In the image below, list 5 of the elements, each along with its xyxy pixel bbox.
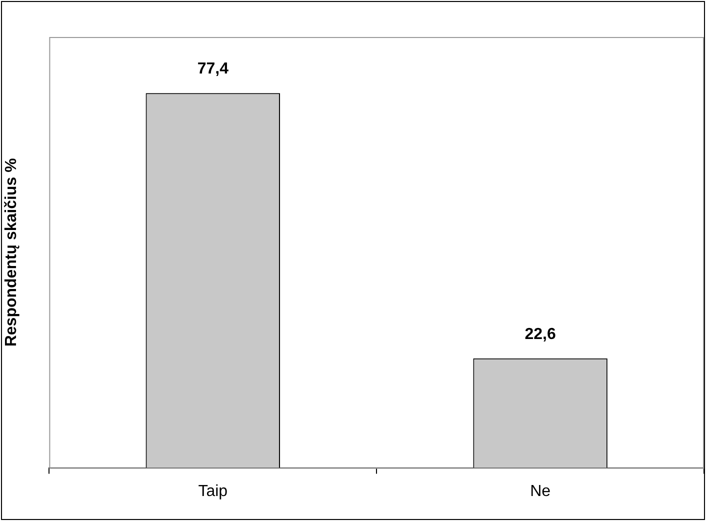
x-tick-label: Taip: [198, 482, 228, 500]
data-label: 22,6: [524, 326, 556, 343]
y-axis-title: Respondentų skaičius %: [3, 158, 20, 347]
x-tick-label: Ne: [530, 482, 551, 500]
data-label: 77,4: [197, 60, 229, 78]
